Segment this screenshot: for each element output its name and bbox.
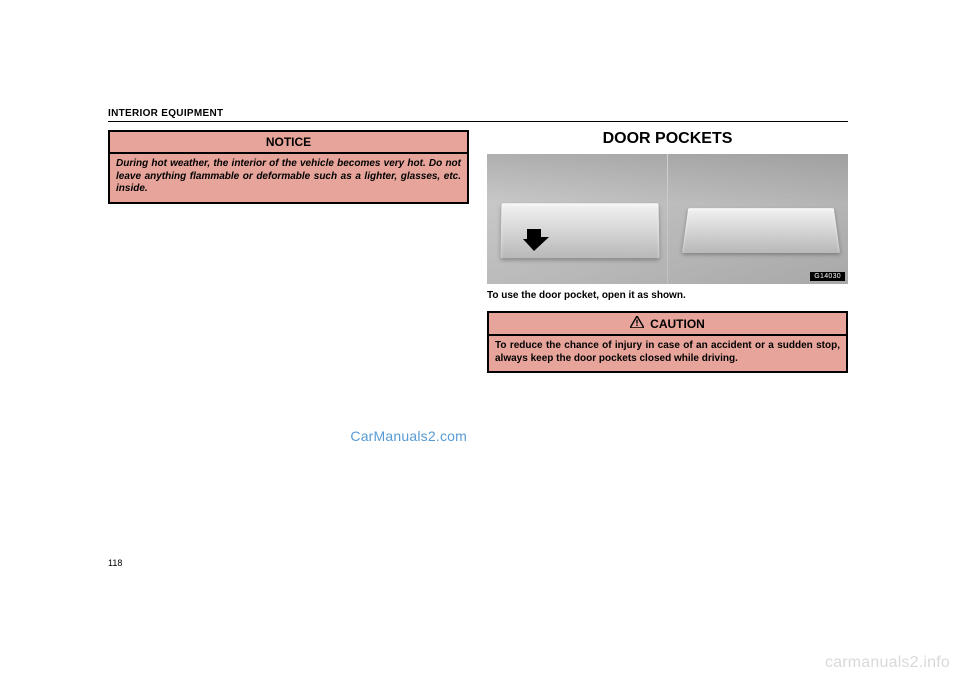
manual-page: INTERIOR EQUIPMENT NOTICE During hot wea…: [108, 108, 848, 568]
right-column: DOOR POCKETS G14030 To us: [487, 130, 848, 444]
caution-title-text: CAUTION: [650, 317, 705, 331]
door-pocket-open: [682, 208, 840, 252]
figure-id-label: G14030: [810, 272, 845, 281]
footer-watermark: carmanuals2.info: [825, 654, 950, 672]
figure-shading: [487, 154, 667, 203]
warning-triangle-icon: [630, 316, 644, 331]
section-header: INTERIOR EQUIPMENT: [108, 108, 848, 121]
left-column: NOTICE During hot weather, the interior …: [108, 130, 469, 444]
caution-box: CAUTION To reduce the chance of injury i…: [487, 311, 848, 373]
door-pockets-heading: DOOR POCKETS: [487, 130, 848, 148]
figure-pane-right: G14030: [668, 154, 848, 284]
figure-shading: [668, 154, 848, 203]
figure-pane-left: [487, 154, 668, 284]
two-column-layout: NOTICE During hot weather, the interior …: [108, 130, 848, 444]
notice-body: During hot weather, the interior of the …: [110, 154, 467, 202]
horizontal-rule: [108, 121, 848, 122]
notice-title: NOTICE: [110, 132, 467, 154]
mid-watermark: CarManuals2.com: [108, 428, 469, 444]
notice-box: NOTICE During hot weather, the interior …: [108, 130, 469, 204]
door-pocket-figure: G14030: [487, 154, 848, 284]
caution-title: CAUTION: [489, 313, 846, 336]
caution-body: To reduce the chance of injury in case o…: [489, 336, 846, 371]
figure-caption: To use the door pocket, open it as shown…: [487, 290, 848, 301]
page-number: 118: [108, 558, 122, 568]
